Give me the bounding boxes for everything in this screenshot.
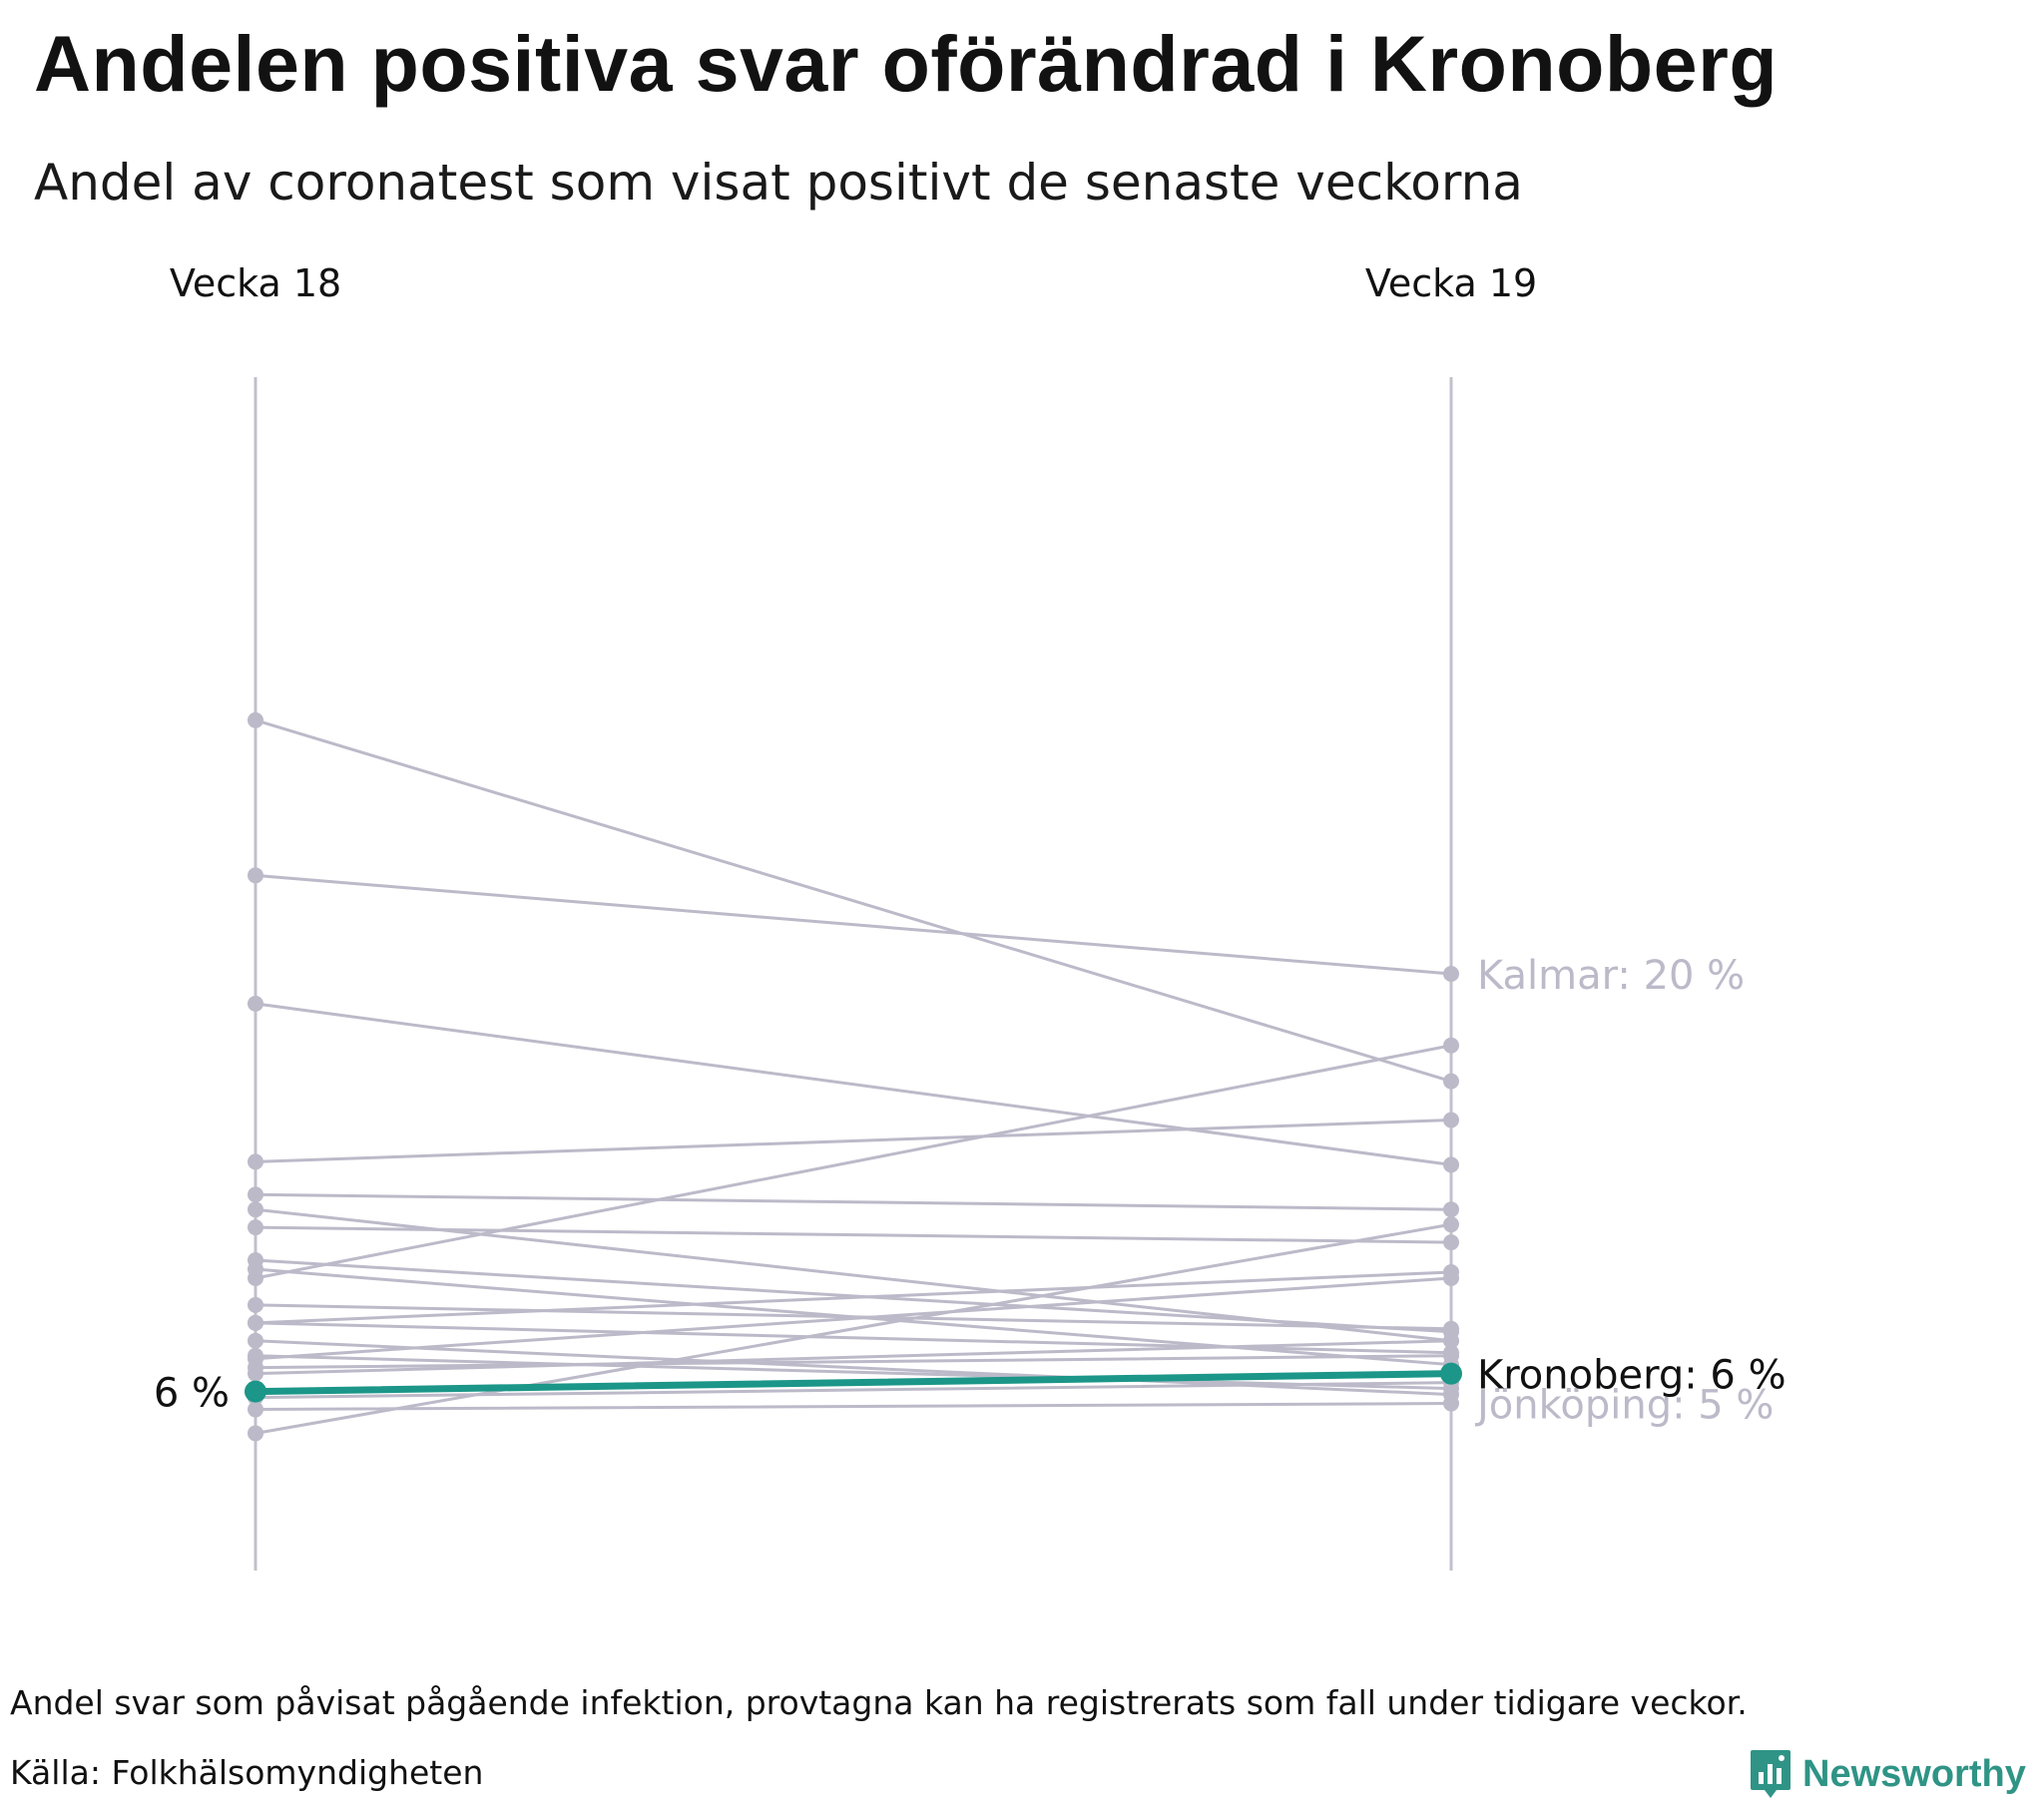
region-8-point-week-19	[1443, 1320, 1459, 1337]
label-layer: Kalmar: 20 % Jönköping: 5 % 6 % Kronoberg: …	[154, 953, 1787, 1429]
region-16-point-week-18	[248, 1201, 263, 1218]
highlight-label-week-18: 6 %	[154, 1371, 230, 1417]
region-2-point-week-18	[248, 995, 263, 1012]
highlight-kronoberg-line	[252, 1370, 1455, 1396]
region-2-line	[254, 1002, 1453, 1166]
region-3-point-week-19	[1443, 1112, 1459, 1128]
region-3-point-week-18	[248, 1153, 263, 1170]
region-j-nk-ping-point-week-19	[1443, 1395, 1459, 1412]
region-13-line	[254, 1339, 1453, 1376]
region-j-nk-ping-point-week-18	[248, 1401, 263, 1418]
chart-title: Andelen positiva svar oförändrad i Krono…	[34, 19, 1779, 108]
region-3-line	[254, 1119, 1453, 1163]
region-4-point-week-19	[1443, 1201, 1459, 1218]
region-1-line	[254, 718, 1453, 1084]
brand-name: Newsworthy	[1802, 1752, 2026, 1795]
footnote: Andel svar som påvisat pågående infektio…	[10, 1683, 1748, 1722]
label-j-nk-ping: Jönköping: 5 %	[1474, 1383, 1774, 1429]
column-label-week-19: Vecka 19	[1365, 261, 1537, 305]
chart-subtitle: Andel av coronatest som visat positivt d…	[34, 154, 1523, 212]
region-10-point-week-18	[248, 1332, 263, 1349]
region-19-line	[254, 1270, 1453, 1325]
newsworthy-logo-icon	[1751, 1750, 1790, 1798]
region-18-point-week-18	[248, 1359, 263, 1376]
region-11-line	[254, 1354, 1453, 1391]
region-15-line	[254, 1222, 1453, 1435]
region-19-point-week-18	[248, 1314, 263, 1331]
region-2-point-week-19	[1443, 1156, 1459, 1173]
brand-logo: Newsworthy	[1749, 1746, 2026, 1802]
region-4-line	[254, 1192, 1453, 1211]
highlight-label-week-19: Kronoberg: 6 %	[1477, 1353, 1787, 1399]
region-15-point-week-18	[248, 1425, 263, 1442]
highlight-kronoberg-point-week-18	[245, 1380, 266, 1403]
highlight-kronoberg-point-week-19	[1440, 1362, 1462, 1385]
region-16-point-week-19	[1443, 1332, 1459, 1349]
region-1-point-week-18	[248, 711, 263, 728]
source-note: Källa: Folkhälsomyndigheten	[10, 1753, 484, 1792]
slope-chart: Vecka 18 Vecka 19 Kalmar: 20 % Jönköping:…	[154, 261, 1787, 1571]
region-7-point-week-19	[1443, 1037, 1459, 1054]
region-5-point-week-19	[1443, 1234, 1459, 1251]
region-15-point-week-19	[1443, 1216, 1459, 1233]
region-19-point-week-19	[1443, 1264, 1459, 1280]
region-1-point-week-19	[1443, 1073, 1459, 1090]
region-kalmar-point-week-19	[1443, 966, 1459, 982]
region-kalmar-point-week-18	[248, 867, 263, 884]
label-kalmar: Kalmar: 20 %	[1477, 953, 1745, 999]
region-16-line	[254, 1207, 1453, 1343]
region-4-point-week-18	[248, 1186, 263, 1203]
series-layer	[245, 711, 1462, 1442]
region-18-point-week-19	[1443, 1347, 1459, 1364]
region-5-point-week-18	[248, 1219, 263, 1236]
region-8-point-week-18	[248, 1296, 263, 1313]
region-18-line	[254, 1354, 1453, 1370]
region-kalmar-line	[254, 873, 1453, 976]
region-17-point-week-18	[248, 1261, 263, 1278]
region-7-line	[254, 1044, 1453, 1280]
region-14-line	[254, 1381, 1453, 1400]
region-j-nk-ping-line	[254, 1402, 1453, 1412]
region-17-line	[254, 1267, 1453, 1367]
column-label-week-18: Vecka 18	[170, 261, 341, 305]
